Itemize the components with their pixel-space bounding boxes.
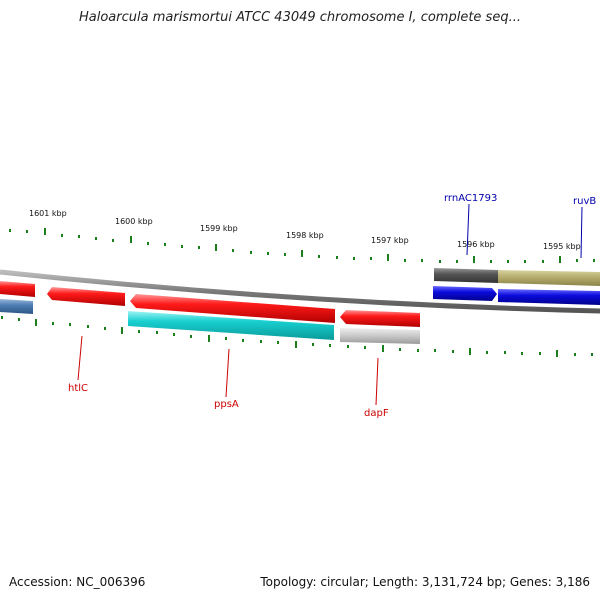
accession-text: Accession: NC_006396 <box>9 575 146 589</box>
rna-feature-rrnAC1793[interactable] <box>434 268 498 283</box>
leader-line <box>77 335 83 381</box>
gene-feature-rrnAC1793-blue[interactable] <box>433 286 497 301</box>
ruler-label: 1597 kbp <box>371 236 409 245</box>
genome-summary: Topology: circular; Length: 3,131,724 bp… <box>260 575 590 589</box>
inner-ticks <box>1 316 593 357</box>
gene-label-dapF[interactable]: dapF <box>364 408 389 419</box>
chromosome-backbone <box>0 269 600 314</box>
map-title: Haloarcula marismortui ATCC 43049 chromo… <box>79 10 521 25</box>
ruler-label: 1600 kbp <box>115 217 153 226</box>
gene-label-rrnAC1793[interactable]: rrnAC1793 <box>444 193 497 204</box>
leader-line <box>580 206 583 259</box>
gene-label-ruvB[interactable]: ruvB <box>573 196 596 207</box>
gene-label-htlC[interactable]: htlC <box>68 383 88 394</box>
ruler-label: 1599 kbp <box>200 224 238 233</box>
ruler-label: 1595 kbp <box>543 242 581 251</box>
leader-line <box>375 357 379 406</box>
ruler-label: 1601 kbp <box>29 209 67 218</box>
gene-feature-ppsA[interactable] <box>130 294 335 323</box>
gene-feature-dapF[interactable] <box>340 310 420 327</box>
ruler-label: 1598 kbp <box>286 231 324 240</box>
rna-feature[interactable] <box>498 270 600 286</box>
gene-feature-dapF-grey[interactable] <box>340 328 420 344</box>
gene-feature-ppsA-cyan[interactable] <box>128 311 334 340</box>
gene-feature[interactable] <box>0 299 33 314</box>
leader-line <box>466 203 470 256</box>
ruler-label: 1596 kbp <box>457 240 495 249</box>
gene-feature-ruvB[interactable] <box>498 289 600 305</box>
gene-feature[interactable] <box>47 287 125 306</box>
outer-ticks <box>9 228 595 263</box>
gene-label-ppsA[interactable]: ppsA <box>214 399 239 410</box>
leader-line <box>225 348 230 398</box>
gene-feature[interactable] <box>0 281 35 297</box>
